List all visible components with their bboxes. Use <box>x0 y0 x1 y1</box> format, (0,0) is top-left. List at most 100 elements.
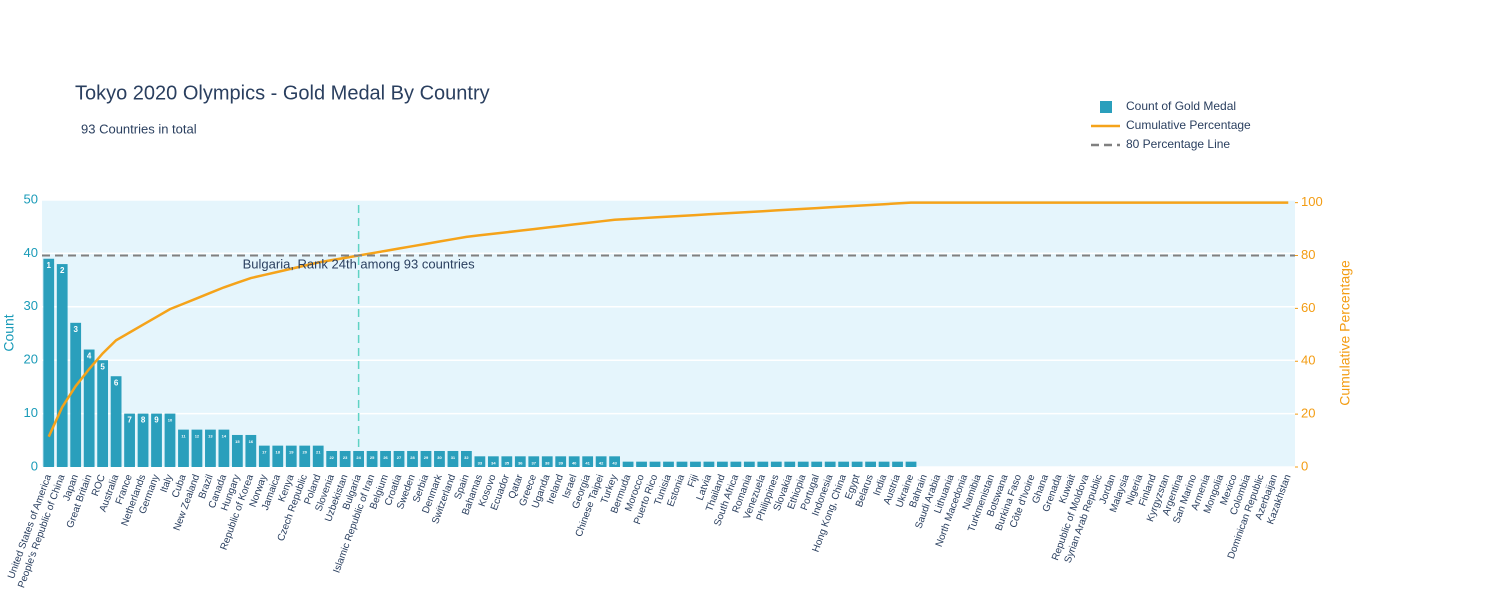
bar <box>56 264 68 467</box>
bar <box>353 450 365 467</box>
bar <box>312 445 324 467</box>
bar-label: 64 <box>895 466 900 471</box>
bar <box>824 461 836 467</box>
bar-label: 56 <box>788 466 793 471</box>
bar-label: 22 <box>329 455 334 460</box>
bar-label: 52 <box>734 466 739 471</box>
bar-label: 16 <box>249 439 254 444</box>
bar <box>770 461 782 467</box>
bar <box>555 456 567 467</box>
bar-label: 26 <box>383 455 388 460</box>
bar <box>568 456 580 467</box>
legend-label: Count of Gold Medal <box>1126 99 1236 113</box>
legend-swatch <box>1100 101 1112 113</box>
y2-tick-label: 60 <box>1301 300 1315 315</box>
bar-label: 19 <box>289 450 294 455</box>
bar <box>892 461 903 467</box>
bar <box>743 461 755 467</box>
bar-label: 4 <box>87 352 92 361</box>
bar <box>487 456 499 467</box>
bar <box>407 450 418 467</box>
bar <box>205 429 216 467</box>
bar-label: 28 <box>410 455 415 460</box>
bar <box>474 456 486 467</box>
bar-label: 8 <box>141 416 146 425</box>
bar-label: 49 <box>693 466 698 471</box>
bar <box>420 450 432 467</box>
bar <box>730 461 742 467</box>
y2-tick-label: 0 <box>1301 458 1308 473</box>
y-tick-label: 40 <box>24 245 38 260</box>
bar-label: 29 <box>424 455 429 460</box>
bar <box>649 461 661 467</box>
bar <box>43 258 55 467</box>
bar-label: 38 <box>545 460 550 465</box>
bar-label: 55 <box>774 466 779 471</box>
bar-label: 30 <box>437 455 442 460</box>
bar-label: 31 <box>451 455 456 460</box>
bar <box>231 434 243 467</box>
bar <box>541 456 553 467</box>
bar-label: 7 <box>127 416 132 425</box>
bar <box>124 413 135 467</box>
bar-label: 45 <box>639 466 644 471</box>
bar-label: 39 <box>558 460 563 465</box>
bar-label: 20 <box>302 450 307 455</box>
bar-label: 59 <box>828 466 833 471</box>
y-axis-title: Count <box>1 314 17 351</box>
subtitle: 93 Countries in total <box>81 121 197 136</box>
bar-label: 17 <box>262 450 267 455</box>
bar-label: 48 <box>680 466 685 471</box>
bar-label: 54 <box>761 466 766 471</box>
bar <box>434 450 445 467</box>
y-tick-label: 30 <box>24 298 38 313</box>
bar <box>501 456 513 467</box>
bar-label: 35 <box>505 460 510 465</box>
chart-title: Tokyo 2020 Olympics - Gold Medal By Coun… <box>75 82 490 104</box>
y-tick-label: 0 <box>31 458 38 473</box>
bar <box>865 461 876 467</box>
bar <box>83 349 95 467</box>
bar <box>878 461 890 467</box>
bar <box>258 445 270 467</box>
bar <box>245 434 257 467</box>
bar <box>609 456 620 467</box>
bar <box>784 461 796 467</box>
legend-label: 80 Percentage Line <box>1126 137 1230 151</box>
bar <box>663 461 674 467</box>
bar-label: 12 <box>195 434 200 439</box>
plot-background <box>42 200 1295 467</box>
bar-label: 41 <box>585 460 590 465</box>
bar-label: 53 <box>747 466 752 471</box>
bar <box>811 461 823 467</box>
bar-label: 43 <box>612 460 617 465</box>
bar-label: 15 <box>235 439 240 444</box>
bar <box>582 456 594 467</box>
bar <box>285 445 297 467</box>
bar-label: 21 <box>316 450 321 455</box>
bar <box>191 429 203 467</box>
bar-label: 36 <box>518 460 523 465</box>
y2-tick-label: 100 <box>1301 194 1323 209</box>
bar <box>70 322 82 467</box>
bar-label: 1 <box>47 261 52 270</box>
bar-label: 25 <box>370 455 375 460</box>
bar <box>151 413 162 467</box>
bar-label: 34 <box>491 460 496 465</box>
bar-label: 27 <box>397 455 402 460</box>
bar-label: 44 <box>626 466 631 471</box>
bar <box>447 450 459 467</box>
bar-label: 61 <box>855 466 860 471</box>
bar-label: 50 <box>707 466 712 471</box>
bar-label: 62 <box>868 466 873 471</box>
bar-label: 23 <box>343 455 348 460</box>
bar-label: 13 <box>208 434 213 439</box>
y2-tick-label: 20 <box>1301 406 1315 421</box>
bar <box>905 461 917 467</box>
bar <box>595 456 607 467</box>
bar <box>164 413 176 467</box>
bar <box>272 445 284 467</box>
bar <box>514 456 526 467</box>
y-tick-label: 20 <box>24 352 38 367</box>
